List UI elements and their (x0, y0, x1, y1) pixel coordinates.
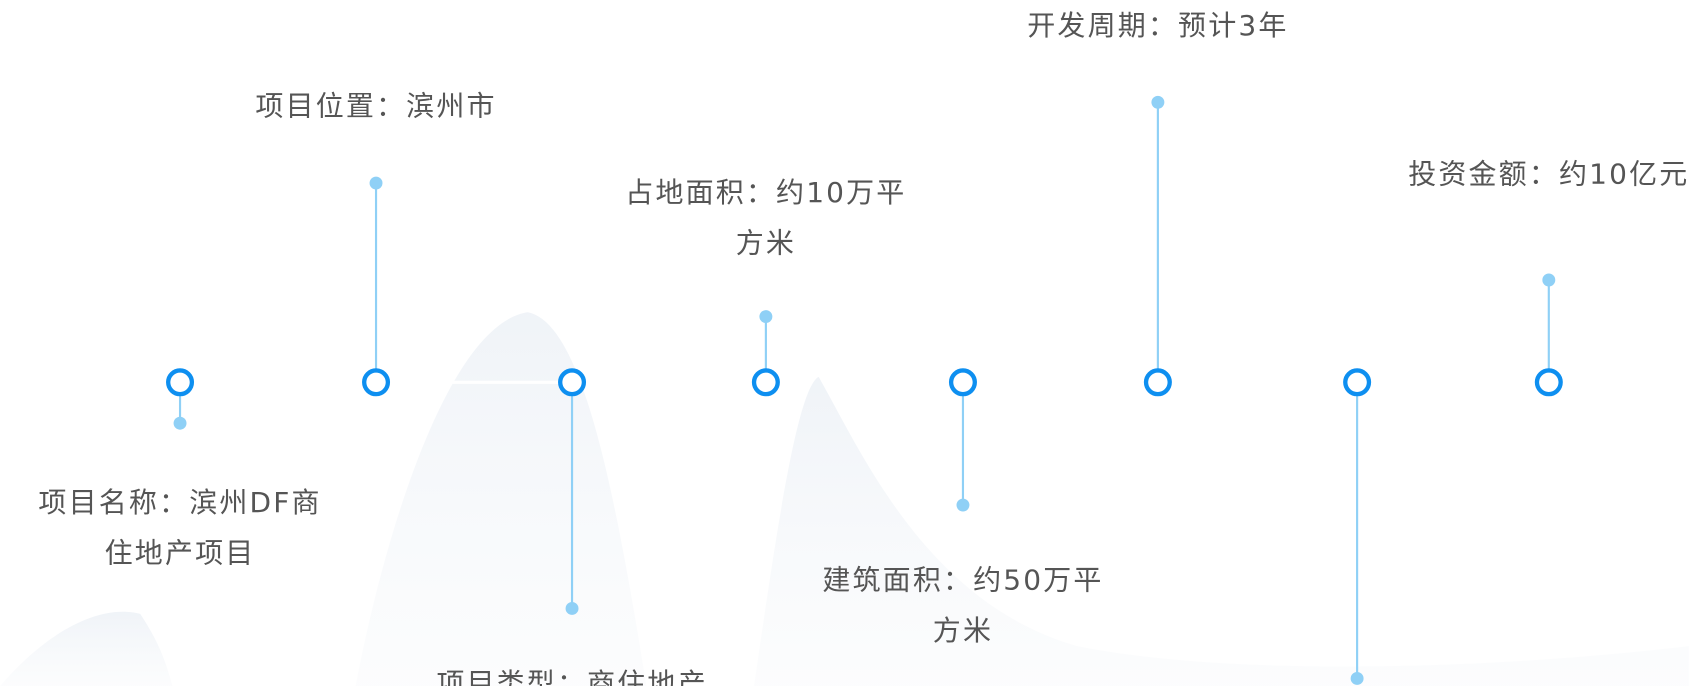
node-label: 占地面积：约10万平 (625, 176, 906, 209)
timeline-node (560, 370, 584, 394)
timeline-node (1146, 370, 1170, 394)
node-label: 住地产项目 (105, 537, 256, 570)
connector-dot (957, 499, 970, 512)
node-label: 投资金额：约10亿元 (1408, 158, 1689, 191)
node-label: 建筑面积：约50万平 (822, 564, 1103, 597)
node-label: 项目类型：商住地产 (436, 667, 707, 686)
connector-dot (1151, 96, 1164, 109)
timeline-node (364, 370, 388, 394)
node-label: 项目位置：滨州市 (255, 90, 496, 123)
node-label: 方米 (933, 614, 993, 647)
timeline-node (951, 370, 975, 394)
timeline-node (168, 370, 192, 394)
connector-dot (370, 177, 383, 190)
node-label: 项目名称：滨州DF商 (38, 486, 321, 519)
connector-dot (174, 417, 187, 430)
node-label: 方米 (736, 226, 796, 259)
connector-dot (1351, 672, 1364, 685)
connector-dot (759, 310, 772, 323)
connector-dot (566, 602, 579, 615)
timeline-diagram: 项目名称：滨州DF商住地产项目 项目位置：滨州市项目类型：商住地产 占地面积：约10… (0, 0, 1689, 686)
connector-dot (1542, 274, 1555, 287)
node-label: 开发周期：预计3年 (1027, 9, 1288, 42)
timeline-node (754, 370, 778, 394)
timeline-node (1345, 370, 1369, 394)
timeline-node (1537, 370, 1561, 394)
